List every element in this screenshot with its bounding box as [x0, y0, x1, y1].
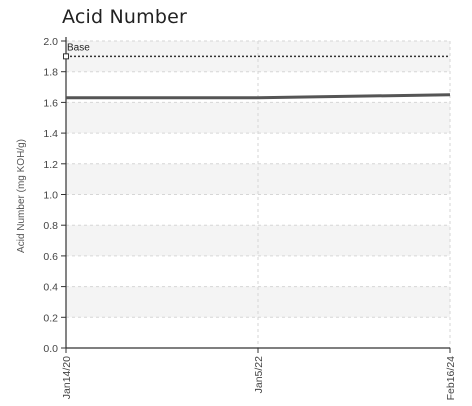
- y-axis-label: Acid Number (mg KOH/g): [16, 139, 27, 253]
- x-tick-label: Feb16/24: [445, 356, 457, 401]
- y-tick-label: 2.0: [43, 36, 58, 48]
- y-tick-label: 1.6: [43, 97, 58, 109]
- y-tick-label: 0.2: [43, 312, 58, 324]
- grid-lines: [65, 40, 451, 348]
- chart-title: Acid Number: [62, 6, 188, 28]
- axes: [61, 37, 451, 353]
- x-tick-label: Jan5/22: [253, 356, 265, 394]
- y-tick-label: 0.8: [43, 220, 58, 232]
- y-tick-label: 1.8: [43, 67, 58, 79]
- series-lines: Base: [63, 42, 451, 100]
- y-tick-label: 0.6: [43, 251, 58, 263]
- y-tick-label: 1.2: [43, 159, 58, 171]
- series-label: Base: [67, 42, 90, 53]
- y-tick-label: 0.4: [43, 282, 58, 294]
- y-tick-label: 1.4: [43, 128, 58, 140]
- series-line: [66, 93, 451, 100]
- y-tick-label: 1.0: [43, 190, 58, 202]
- series-marker: [63, 53, 69, 60]
- y-tick-labels: 0.0 0.2 0.4 0.6 0.8 1.0 1.2 1.4 1.6 1.8 2.0: [43, 36, 58, 355]
- x-tick-label: Jan14/20: [61, 356, 73, 399]
- x-tick-labels: Jan14/20 Jan5/22 Feb16/24: [61, 356, 457, 401]
- y-tick-label: 0.0: [43, 343, 58, 355]
